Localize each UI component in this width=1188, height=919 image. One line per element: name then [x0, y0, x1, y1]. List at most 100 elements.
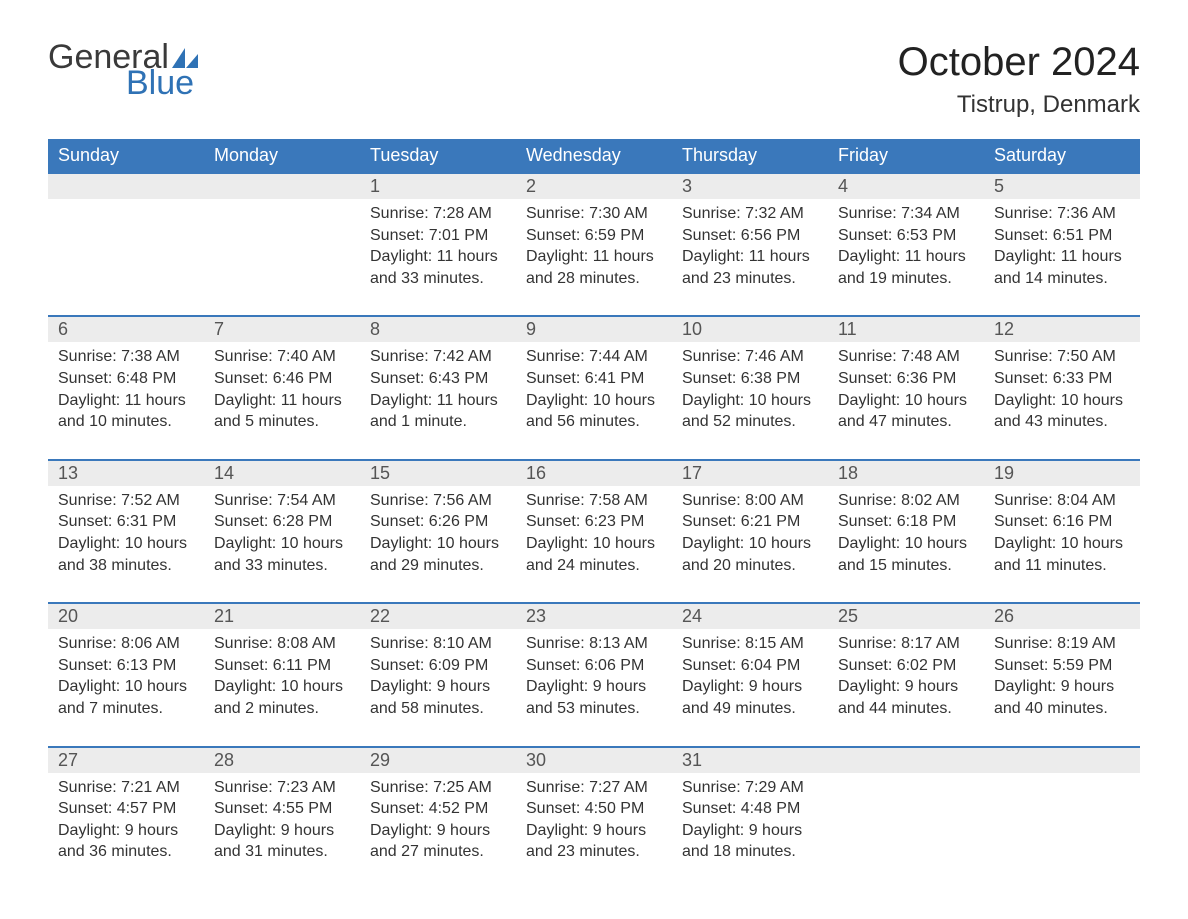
day-d2: and 20 minutes. — [682, 555, 818, 577]
day-d2: and 23 minutes. — [526, 841, 662, 863]
day-detail-cell: Sunrise: 7:58 AMSunset: 6:23 PMDaylight:… — [516, 486, 672, 603]
day-detail-cell: Sunrise: 8:15 AMSunset: 6:04 PMDaylight:… — [672, 629, 828, 746]
day-ss: Sunset: 6:11 PM — [214, 655, 350, 677]
day-ss: Sunset: 6:09 PM — [370, 655, 506, 677]
day-detail-cell: Sunrise: 7:38 AMSunset: 6:48 PMDaylight:… — [48, 342, 204, 459]
day-d2: and 10 minutes. — [58, 411, 194, 433]
day-number-cell: 3 — [672, 173, 828, 199]
day-sr: Sunrise: 7:32 AM — [682, 203, 818, 225]
day-sr: Sunrise: 7:46 AM — [682, 346, 818, 368]
day-d2: and 58 minutes. — [370, 698, 506, 720]
weekday-header: Saturday — [984, 139, 1140, 173]
day-detail-cell: Sunrise: 7:40 AMSunset: 6:46 PMDaylight:… — [204, 342, 360, 459]
day-detail-cell: Sunrise: 8:02 AMSunset: 6:18 PMDaylight:… — [828, 486, 984, 603]
day-ss: Sunset: 6:36 PM — [838, 368, 974, 390]
day-detail-cell: Sunrise: 8:08 AMSunset: 6:11 PMDaylight:… — [204, 629, 360, 746]
day-detail-row: Sunrise: 7:52 AMSunset: 6:31 PMDaylight:… — [48, 486, 1140, 603]
day-d2: and 11 minutes. — [994, 555, 1130, 577]
day-d1: Daylight: 11 hours — [58, 390, 194, 412]
day-sr: Sunrise: 7:28 AM — [370, 203, 506, 225]
day-detail-cell: Sunrise: 7:36 AMSunset: 6:51 PMDaylight:… — [984, 199, 1140, 316]
day-d1: Daylight: 9 hours — [682, 676, 818, 698]
day-sr: Sunrise: 7:58 AM — [526, 490, 662, 512]
day-detail-cell: Sunrise: 8:10 AMSunset: 6:09 PMDaylight:… — [360, 629, 516, 746]
day-detail-cell: Sunrise: 7:42 AMSunset: 6:43 PMDaylight:… — [360, 342, 516, 459]
day-detail-cell: Sunrise: 7:44 AMSunset: 6:41 PMDaylight:… — [516, 342, 672, 459]
day-d1: Daylight: 9 hours — [58, 820, 194, 842]
day-sr: Sunrise: 8:06 AM — [58, 633, 194, 655]
day-number-cell: 12 — [984, 316, 1140, 342]
day-number-cell: 16 — [516, 460, 672, 486]
day-sr: Sunrise: 8:02 AM — [838, 490, 974, 512]
day-d2: and 44 minutes. — [838, 698, 974, 720]
weekday-header: Monday — [204, 139, 360, 173]
day-ss: Sunset: 6:46 PM — [214, 368, 350, 390]
day-d1: Daylight: 10 hours — [994, 390, 1130, 412]
day-d1: Daylight: 9 hours — [370, 676, 506, 698]
day-number-cell: 23 — [516, 603, 672, 629]
day-ss: Sunset: 6:41 PM — [526, 368, 662, 390]
day-number-cell: 5 — [984, 173, 1140, 199]
day-d1: Daylight: 11 hours — [838, 246, 974, 268]
day-sr: Sunrise: 7:25 AM — [370, 777, 506, 799]
day-sr: Sunrise: 7:38 AM — [58, 346, 194, 368]
day-d2: and 5 minutes. — [214, 411, 350, 433]
weekday-header: Wednesday — [516, 139, 672, 173]
weekday-header: Thursday — [672, 139, 828, 173]
day-detail-cell: Sunrise: 7:30 AMSunset: 6:59 PMDaylight:… — [516, 199, 672, 316]
calendar-table: Sunday Monday Tuesday Wednesday Thursday… — [48, 139, 1140, 889]
day-detail-cell: Sunrise: 7:48 AMSunset: 6:36 PMDaylight:… — [828, 342, 984, 459]
day-ss: Sunset: 6:48 PM — [58, 368, 194, 390]
day-d1: Daylight: 10 hours — [58, 533, 194, 555]
day-sr: Sunrise: 7:30 AM — [526, 203, 662, 225]
brand-logo: General Blue — [48, 40, 198, 100]
day-number-cell: 28 — [204, 747, 360, 773]
day-number-row: 12345 — [48, 173, 1140, 199]
day-detail-cell — [828, 773, 984, 889]
day-detail-cell: Sunrise: 7:21 AMSunset: 4:57 PMDaylight:… — [48, 773, 204, 889]
header: General Blue October 2024 Tistrup, Denma… — [48, 40, 1140, 119]
day-sr: Sunrise: 7:40 AM — [214, 346, 350, 368]
day-detail-row: Sunrise: 7:38 AMSunset: 6:48 PMDaylight:… — [48, 342, 1140, 459]
weekday-header: Friday — [828, 139, 984, 173]
day-sr: Sunrise: 7:23 AM — [214, 777, 350, 799]
day-sr: Sunrise: 8:15 AM — [682, 633, 818, 655]
day-sr: Sunrise: 7:29 AM — [682, 777, 818, 799]
day-d2: and 53 minutes. — [526, 698, 662, 720]
day-number-row: 2728293031 — [48, 747, 1140, 773]
day-number-cell: 29 — [360, 747, 516, 773]
location-text: Tistrup, Denmark — [898, 91, 1140, 119]
day-number-cell: 27 — [48, 747, 204, 773]
day-sr: Sunrise: 8:13 AM — [526, 633, 662, 655]
day-ss: Sunset: 6:33 PM — [994, 368, 1130, 390]
day-number-cell: 20 — [48, 603, 204, 629]
day-d1: Daylight: 11 hours — [370, 246, 506, 268]
day-detail-cell: Sunrise: 8:04 AMSunset: 6:16 PMDaylight:… — [984, 486, 1140, 603]
day-detail-cell — [984, 773, 1140, 889]
day-d2: and 43 minutes. — [994, 411, 1130, 433]
day-d1: Daylight: 11 hours — [214, 390, 350, 412]
day-sr: Sunrise: 7:44 AM — [526, 346, 662, 368]
day-ss: Sunset: 6:18 PM — [838, 511, 974, 533]
day-ss: Sunset: 6:31 PM — [58, 511, 194, 533]
weekday-header: Tuesday — [360, 139, 516, 173]
day-number-cell: 7 — [204, 316, 360, 342]
day-d2: and 40 minutes. — [994, 698, 1130, 720]
day-d2: and 1 minute. — [370, 411, 506, 433]
day-ss: Sunset: 6:13 PM — [58, 655, 194, 677]
day-sr: Sunrise: 8:04 AM — [994, 490, 1130, 512]
day-sr: Sunrise: 7:27 AM — [526, 777, 662, 799]
day-detail-cell: Sunrise: 7:23 AMSunset: 4:55 PMDaylight:… — [204, 773, 360, 889]
day-ss: Sunset: 6:51 PM — [994, 225, 1130, 247]
title-block: October 2024 Tistrup, Denmark — [898, 40, 1140, 119]
day-d2: and 15 minutes. — [838, 555, 974, 577]
day-number-cell: 17 — [672, 460, 828, 486]
day-d2: and 47 minutes. — [838, 411, 974, 433]
day-number-row: 20212223242526 — [48, 603, 1140, 629]
day-number-cell: 8 — [360, 316, 516, 342]
day-detail-cell — [204, 199, 360, 316]
weekday-header-row: Sunday Monday Tuesday Wednesday Thursday… — [48, 139, 1140, 173]
day-ss: Sunset: 6:38 PM — [682, 368, 818, 390]
day-detail-row: Sunrise: 7:28 AMSunset: 7:01 PMDaylight:… — [48, 199, 1140, 316]
day-ss: Sunset: 6:06 PM — [526, 655, 662, 677]
